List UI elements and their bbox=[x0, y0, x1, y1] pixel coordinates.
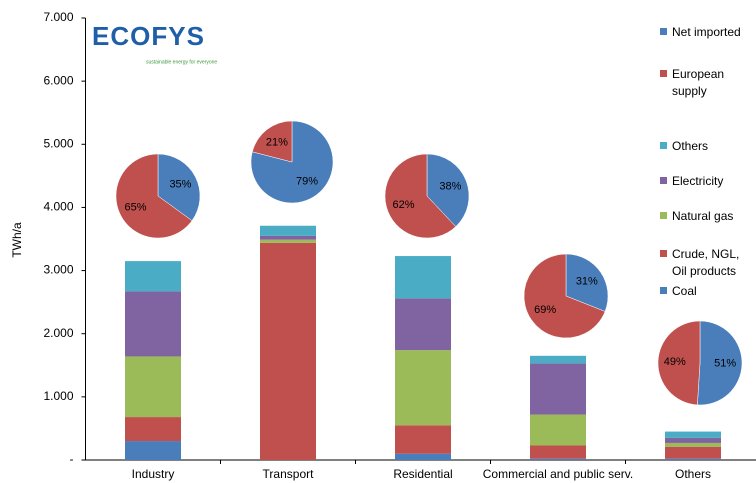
legend-entry: Others bbox=[660, 138, 756, 155]
y-tick-label: 6.000 bbox=[43, 73, 73, 87]
bar-segment bbox=[125, 291, 181, 357]
pie-label: 35% bbox=[169, 178, 191, 190]
legend-entry: Natural gas bbox=[660, 208, 756, 225]
legend-label: Electricity bbox=[672, 174, 724, 188]
legend-entry: Electricity bbox=[660, 173, 756, 190]
legend-label: Net imported bbox=[672, 25, 741, 39]
bar-segment bbox=[665, 431, 721, 438]
legend-swatch bbox=[660, 287, 667, 294]
pie-label: 69% bbox=[534, 304, 556, 316]
bar-segment bbox=[125, 261, 181, 292]
pie-label: 62% bbox=[393, 199, 415, 211]
pie-slice bbox=[523, 253, 606, 339]
x-tick-label: Residential bbox=[393, 467, 452, 481]
pie-slice bbox=[384, 153, 457, 239]
bar-segment bbox=[530, 445, 586, 459]
bar-segment bbox=[125, 441, 181, 460]
legend-entry: Coal bbox=[660, 283, 756, 300]
legend-label: European supply bbox=[672, 67, 725, 98]
pie-slice bbox=[251, 120, 293, 163]
bar-segment bbox=[665, 442, 721, 447]
x-tick-label: Transport bbox=[263, 467, 315, 481]
legend-label: Crude, NGL, Oil products bbox=[672, 247, 740, 278]
bar-segment bbox=[395, 453, 451, 460]
y-tick-label: 4.000 bbox=[43, 200, 73, 214]
bar-segment bbox=[125, 417, 181, 442]
bar-segment bbox=[395, 256, 451, 299]
pie-slice bbox=[426, 153, 470, 227]
legend-label: Others bbox=[672, 139, 709, 153]
legend-swatch bbox=[660, 142, 667, 149]
pie-slice bbox=[250, 120, 334, 204]
legend-label: Coal bbox=[672, 284, 697, 298]
bar-segment bbox=[260, 225, 316, 236]
x-tick-label: Others bbox=[675, 467, 711, 481]
bar-segment bbox=[395, 425, 451, 454]
pie-label: 31% bbox=[576, 276, 598, 288]
y-tick-label: 1.000 bbox=[43, 389, 73, 403]
pie-slice bbox=[697, 320, 743, 406]
y-tick-label: 7.000 bbox=[43, 10, 73, 24]
pie-slice bbox=[157, 153, 201, 222]
legend-swatch bbox=[660, 70, 667, 77]
bar-segment bbox=[665, 437, 721, 443]
bar-segment bbox=[260, 239, 316, 243]
bar-segment bbox=[665, 446, 721, 459]
bar-segment bbox=[530, 363, 586, 415]
y-tick-label: - bbox=[70, 452, 74, 466]
pie-label: 65% bbox=[125, 201, 147, 213]
legend-entry: European supply bbox=[660, 66, 756, 100]
legend-label: Natural gas bbox=[672, 209, 734, 223]
y-tick-label: 3.000 bbox=[43, 263, 73, 277]
pie-slice bbox=[115, 153, 193, 239]
legend-entry: Crude, NGL, Oil products bbox=[660, 246, 756, 280]
pie-label: 21% bbox=[266, 136, 288, 148]
pie-slice bbox=[565, 253, 609, 312]
bar-segment bbox=[125, 356, 181, 418]
legend-swatch bbox=[660, 212, 667, 219]
pie-label: 79% bbox=[296, 175, 318, 187]
logo-tagline: sustainable energy for everyone bbox=[146, 59, 217, 65]
pie-label: 38% bbox=[439, 181, 461, 193]
legend-entry: Net imported bbox=[660, 24, 756, 41]
bar-segment bbox=[395, 298, 451, 351]
bar-segment bbox=[665, 458, 721, 460]
bar-segment bbox=[530, 458, 586, 460]
pie-slice bbox=[657, 320, 701, 406]
y-tick-label: 5.000 bbox=[43, 136, 73, 150]
pie-label: 49% bbox=[664, 356, 686, 368]
legend-swatch bbox=[660, 177, 667, 184]
logo: ECOFYS bbox=[92, 21, 205, 51]
bar-segment bbox=[530, 355, 586, 364]
pie-label: 51% bbox=[714, 358, 736, 370]
x-tick-label: Commercial and public serv. bbox=[483, 467, 634, 481]
legend-swatch bbox=[660, 250, 667, 257]
legend-swatch bbox=[660, 28, 667, 35]
y-axis-label: TWh/a bbox=[10, 222, 24, 258]
bar-segment bbox=[260, 235, 316, 240]
bar-segment bbox=[395, 350, 451, 426]
bar-segment bbox=[260, 242, 316, 460]
bar-segment bbox=[530, 414, 586, 446]
y-tick-label: 2.000 bbox=[43, 326, 73, 340]
x-tick-label: Industry bbox=[132, 467, 175, 481]
